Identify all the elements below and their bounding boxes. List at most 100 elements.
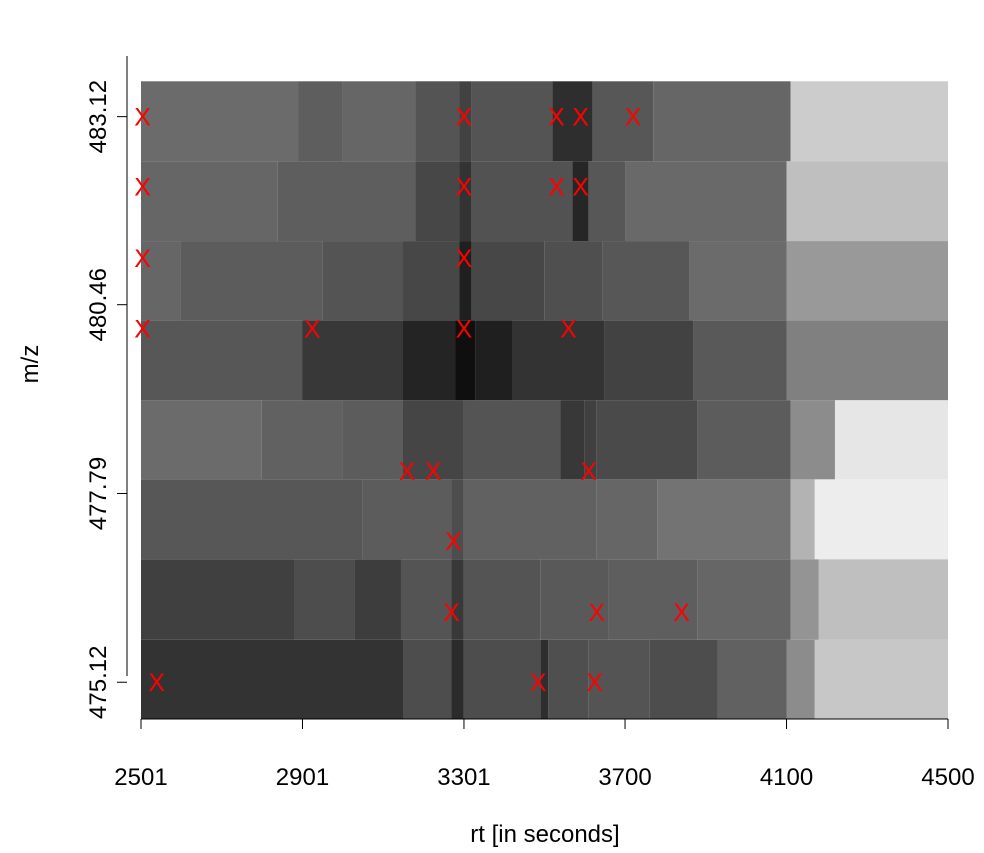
- heatmap-cell: [790, 479, 815, 560]
- peak-marker: X: [673, 599, 690, 627]
- heatmap-cell: [786, 639, 815, 719]
- peak-marker: X: [548, 174, 565, 202]
- peak-marker: X: [134, 104, 151, 132]
- x-axis-label: rt [in seconds]: [470, 821, 619, 848]
- heatmap-cell: [141, 81, 299, 162]
- y-tick-label: 480.46: [85, 268, 112, 341]
- axes: 2501 2901 3301 3700 4100 4500 475.12 477.79 480.…: [85, 56, 975, 791]
- heatmap-cell: [592, 81, 654, 162]
- y-tick-label: 483.12: [85, 80, 112, 153]
- peak-marker: X: [456, 245, 473, 273]
- heatmap-cell: [814, 639, 948, 719]
- heatmap-cell: [693, 320, 787, 401]
- heatmap-cell: [141, 400, 262, 480]
- heatmap-cell: [141, 161, 278, 242]
- heatmap-cell: [141, 320, 303, 401]
- heatmap-cell: [403, 639, 452, 719]
- peak-marker: X: [456, 174, 473, 202]
- heatmap-cell: [588, 161, 626, 242]
- heatmap-cell: [298, 81, 343, 162]
- heatmap-cell: [689, 241, 787, 321]
- heatmap-cell: [354, 559, 401, 640]
- heatmap-cell: [697, 559, 791, 640]
- heatmap-cell: [697, 400, 791, 480]
- heatmap-cell: [552, 81, 593, 162]
- heatmap-cell: [362, 479, 452, 560]
- heatmap-cell: [608, 559, 698, 640]
- heatmap-cell: [455, 320, 476, 401]
- y-tick-label: 475.12: [85, 646, 112, 719]
- peak-marker: X: [586, 669, 603, 697]
- peak-marker: X: [445, 528, 462, 556]
- heatmap-cell: [790, 81, 948, 162]
- peak-marker: X: [456, 316, 473, 344]
- heatmap-cell: [588, 639, 650, 719]
- heatmap-cell: [141, 479, 363, 560]
- x-tick-label: 4500: [921, 764, 974, 791]
- heatmap-cell: [544, 241, 603, 321]
- heatmap-cell: [657, 479, 791, 560]
- heatmap-cell: [463, 639, 541, 719]
- heatmap-cell: [403, 320, 456, 401]
- heatmap-cell: [790, 400, 835, 480]
- heatmap-cell: [596, 400, 698, 480]
- heatmap-cell: [141, 241, 181, 321]
- peak-marker: X: [134, 174, 151, 202]
- heatmap-cell: [540, 559, 609, 640]
- heatmap-cell: [415, 161, 460, 242]
- heatmap-cell: [786, 241, 948, 321]
- x-tick-label: 2901: [276, 764, 329, 791]
- peak-marker: X: [560, 316, 577, 344]
- peak-marker: X: [456, 104, 473, 132]
- heatmap-cell: [814, 479, 948, 560]
- heatmap-cell: [548, 639, 589, 719]
- heatmap-cells: [141, 81, 948, 719]
- heatmap-cell: [786, 320, 948, 401]
- heatmap-cell: [604, 320, 694, 401]
- peak-markers: X X X X XX X X XX XX X X XX X XXX X XX X X: [134, 104, 690, 698]
- heatmap-cell: [400, 559, 452, 640]
- heatmap-cell: [649, 639, 718, 719]
- heatmap-cell: [342, 400, 404, 480]
- heatmap-cell: [512, 320, 605, 401]
- heatmap-cell: [475, 320, 513, 401]
- heatmap-cell: [342, 81, 416, 162]
- peak-marker: X: [148, 669, 165, 697]
- peak-marker: X: [625, 104, 642, 132]
- peak-marker: X: [304, 316, 321, 344]
- heatmap-cell: [459, 161, 472, 242]
- heatmap-cell: [463, 400, 561, 480]
- heatmap-cell: [786, 161, 948, 242]
- heatmap-cell: [451, 559, 464, 640]
- y-axis-label: m/z: [17, 345, 44, 384]
- heatmap-cell: [596, 479, 658, 560]
- peak-marker: X: [572, 174, 589, 202]
- heatmap-cell: [277, 161, 416, 242]
- peak-marker: X: [572, 104, 589, 132]
- heatmap-cell: [584, 400, 597, 480]
- heatmap-cell: [625, 161, 787, 242]
- peak-marker: X: [580, 458, 597, 486]
- x-tick-label: 4100: [760, 764, 813, 791]
- heatmap-cell: [602, 241, 690, 321]
- x-tick-label: 2501: [114, 764, 167, 791]
- heatmap-cell: [653, 81, 791, 162]
- peak-marker: X: [548, 104, 565, 132]
- heatmap-cell: [572, 161, 589, 242]
- heatmap-cell: [818, 559, 948, 640]
- heatmap-cell: [403, 241, 460, 321]
- heatmap-cell: [294, 559, 355, 640]
- x-tick-label: 3301: [437, 764, 490, 791]
- heatmap-cell: [322, 241, 404, 321]
- heatmap-cell: [261, 400, 343, 480]
- heatmap-cell: [180, 241, 323, 321]
- peak-marker: X: [134, 245, 151, 273]
- heatmap-cell: [415, 81, 460, 162]
- heatmap-cell: [540, 639, 549, 719]
- peak-marker: X: [399, 458, 416, 486]
- y-tick-label: 477.79: [85, 457, 112, 530]
- heatmap-cell: [463, 479, 597, 560]
- heatmap-cell: [463, 559, 541, 640]
- heatmap-cell: [471, 81, 553, 162]
- heatmap-cell: [560, 400, 585, 480]
